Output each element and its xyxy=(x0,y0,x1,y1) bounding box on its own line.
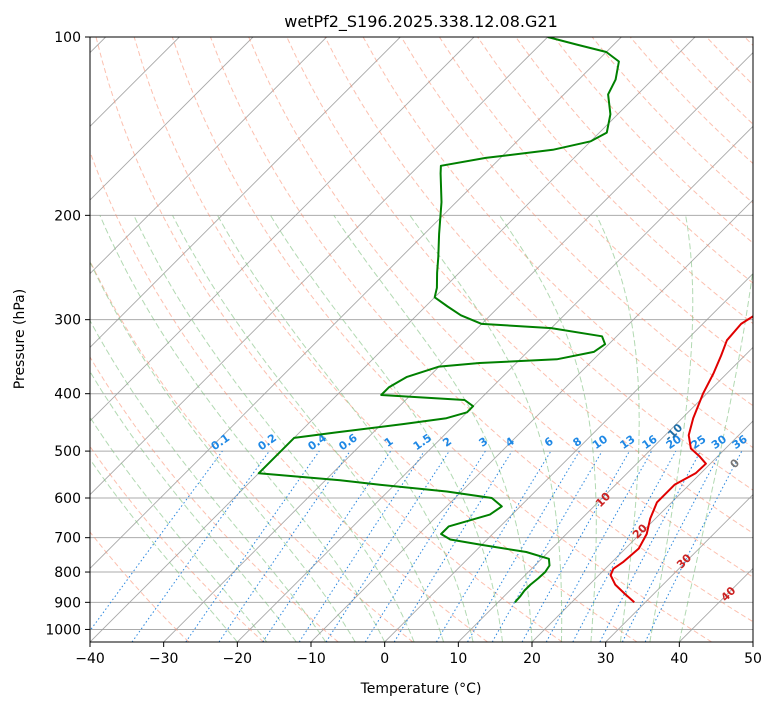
moist-adiabat-line xyxy=(0,215,237,642)
x-axis-title: Temperature (°C) xyxy=(360,681,482,697)
x-tick-label: 10 xyxy=(449,651,467,667)
dry-adiabat-line xyxy=(20,37,413,642)
dry-adiabats xyxy=(0,37,775,642)
moist-adiabat-line xyxy=(43,215,326,642)
dry-adiabat-line xyxy=(0,37,264,642)
dry-adiabat-line xyxy=(58,37,488,642)
x-tick-label: 30 xyxy=(597,651,615,667)
dry-adiabat-line xyxy=(707,37,775,642)
isotherm-line xyxy=(164,37,769,642)
plot-frame xyxy=(90,37,753,642)
moist-adiabat-line xyxy=(218,215,474,642)
isotherm-line xyxy=(0,37,400,642)
dry-adiabat-line xyxy=(134,37,637,642)
y-tick-label: 500 xyxy=(54,444,81,460)
mixing-ratio-line xyxy=(299,451,424,642)
y-tick-label: 300 xyxy=(54,313,81,329)
mixing-ratio-label: 0.2 xyxy=(256,431,279,453)
mixing-ratio-line xyxy=(82,451,223,642)
isotherm-line xyxy=(385,37,775,642)
mixing-ratio-label: 36 xyxy=(730,432,750,452)
plot-area: 0.10.20.40.611.52346810131620253036-100-… xyxy=(0,0,775,642)
dry-adiabat-line xyxy=(592,37,775,642)
mixing-ratio-label: 0.6 xyxy=(336,431,360,453)
mixing-ratio-label: 16 xyxy=(640,432,660,452)
x-tick-label: −20 xyxy=(223,651,253,667)
isotherm-line xyxy=(0,37,253,642)
y-tick-label: 200 xyxy=(54,208,81,224)
mixing-ratio-line xyxy=(326,451,449,642)
y-tick-label: 1000 xyxy=(45,622,81,638)
y-axis-title: Pressure (hPa) xyxy=(12,289,28,389)
isotherm-line xyxy=(311,37,775,642)
mixing-ratio-label: 13 xyxy=(617,433,637,452)
isotherm-line xyxy=(753,37,775,642)
mixing-ratio-label: 1 xyxy=(382,435,396,450)
isobar-gridlines xyxy=(90,37,753,629)
moist-adiabat-line xyxy=(100,215,385,642)
mixing-ratio-label: 30 xyxy=(709,432,729,452)
isotherm-line xyxy=(532,37,775,642)
isotherm-line xyxy=(237,37,775,642)
y-tick-label: 400 xyxy=(54,387,81,403)
dry-adiabat-line xyxy=(516,37,775,642)
dry-adiabat-line xyxy=(745,37,775,642)
moist-adiabat-line xyxy=(70,215,356,642)
isotherm-line xyxy=(0,37,548,642)
y-tick-label: 800 xyxy=(54,565,81,581)
dry-adiabat-label: 40 xyxy=(718,584,738,604)
mixing-ratio-line xyxy=(546,451,651,642)
mixing-ratio-label: 3 xyxy=(477,435,491,450)
dry-adiabat-line xyxy=(0,37,338,642)
x-tick-label: −30 xyxy=(149,651,179,667)
x-tick-label: −40 xyxy=(75,651,105,667)
y-tick-label: 100 xyxy=(54,30,81,46)
mixing-ratio-label: 0.1 xyxy=(209,431,232,453)
y-tick-label: 900 xyxy=(54,595,81,611)
isotherm-line xyxy=(0,37,474,642)
x-tick-label: 40 xyxy=(670,651,688,667)
mixing-ratio-line xyxy=(468,451,580,642)
chart-title: wetPf2_S196.2025.338.12.08.G21 xyxy=(284,12,558,32)
x-tick-label: 0 xyxy=(380,651,389,667)
y-tick-label: 700 xyxy=(54,531,81,547)
y-tick-label: 600 xyxy=(54,491,81,507)
isotherm-line xyxy=(16,37,621,642)
moist-adiabat-line xyxy=(500,215,597,642)
mixing-ratio-lines xyxy=(82,451,742,642)
skewed-isotherms xyxy=(0,37,775,642)
mixing-ratio-label: 6 xyxy=(542,435,556,450)
x-tick-label: −10 xyxy=(296,651,326,667)
x-tick-label: 50 xyxy=(744,651,762,667)
isotherm-line xyxy=(0,37,327,642)
dry-adiabat-label: 0 xyxy=(728,456,743,471)
mixing-ratio-label: 1.5 xyxy=(411,431,434,453)
dry-adiabat-label: 30 xyxy=(674,551,694,571)
moist-adiabat-line xyxy=(597,215,640,642)
moist-adiabat-line xyxy=(0,215,267,642)
x-tick-label: 20 xyxy=(523,651,541,667)
